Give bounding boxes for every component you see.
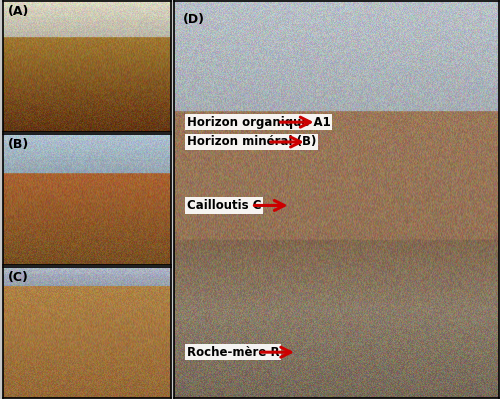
Text: (D): (D) <box>184 13 206 26</box>
Text: (A): (A) <box>8 5 29 18</box>
Text: Cailloutis C: Cailloutis C <box>186 199 261 212</box>
Text: (B): (B) <box>8 138 29 151</box>
Text: Roche-mère R: Roche-mère R <box>186 346 279 359</box>
Text: (C): (C) <box>8 271 28 284</box>
Text: Horizon minéral (B): Horizon minéral (B) <box>186 136 316 148</box>
Text: Horizon organique A1: Horizon organique A1 <box>186 116 330 128</box>
